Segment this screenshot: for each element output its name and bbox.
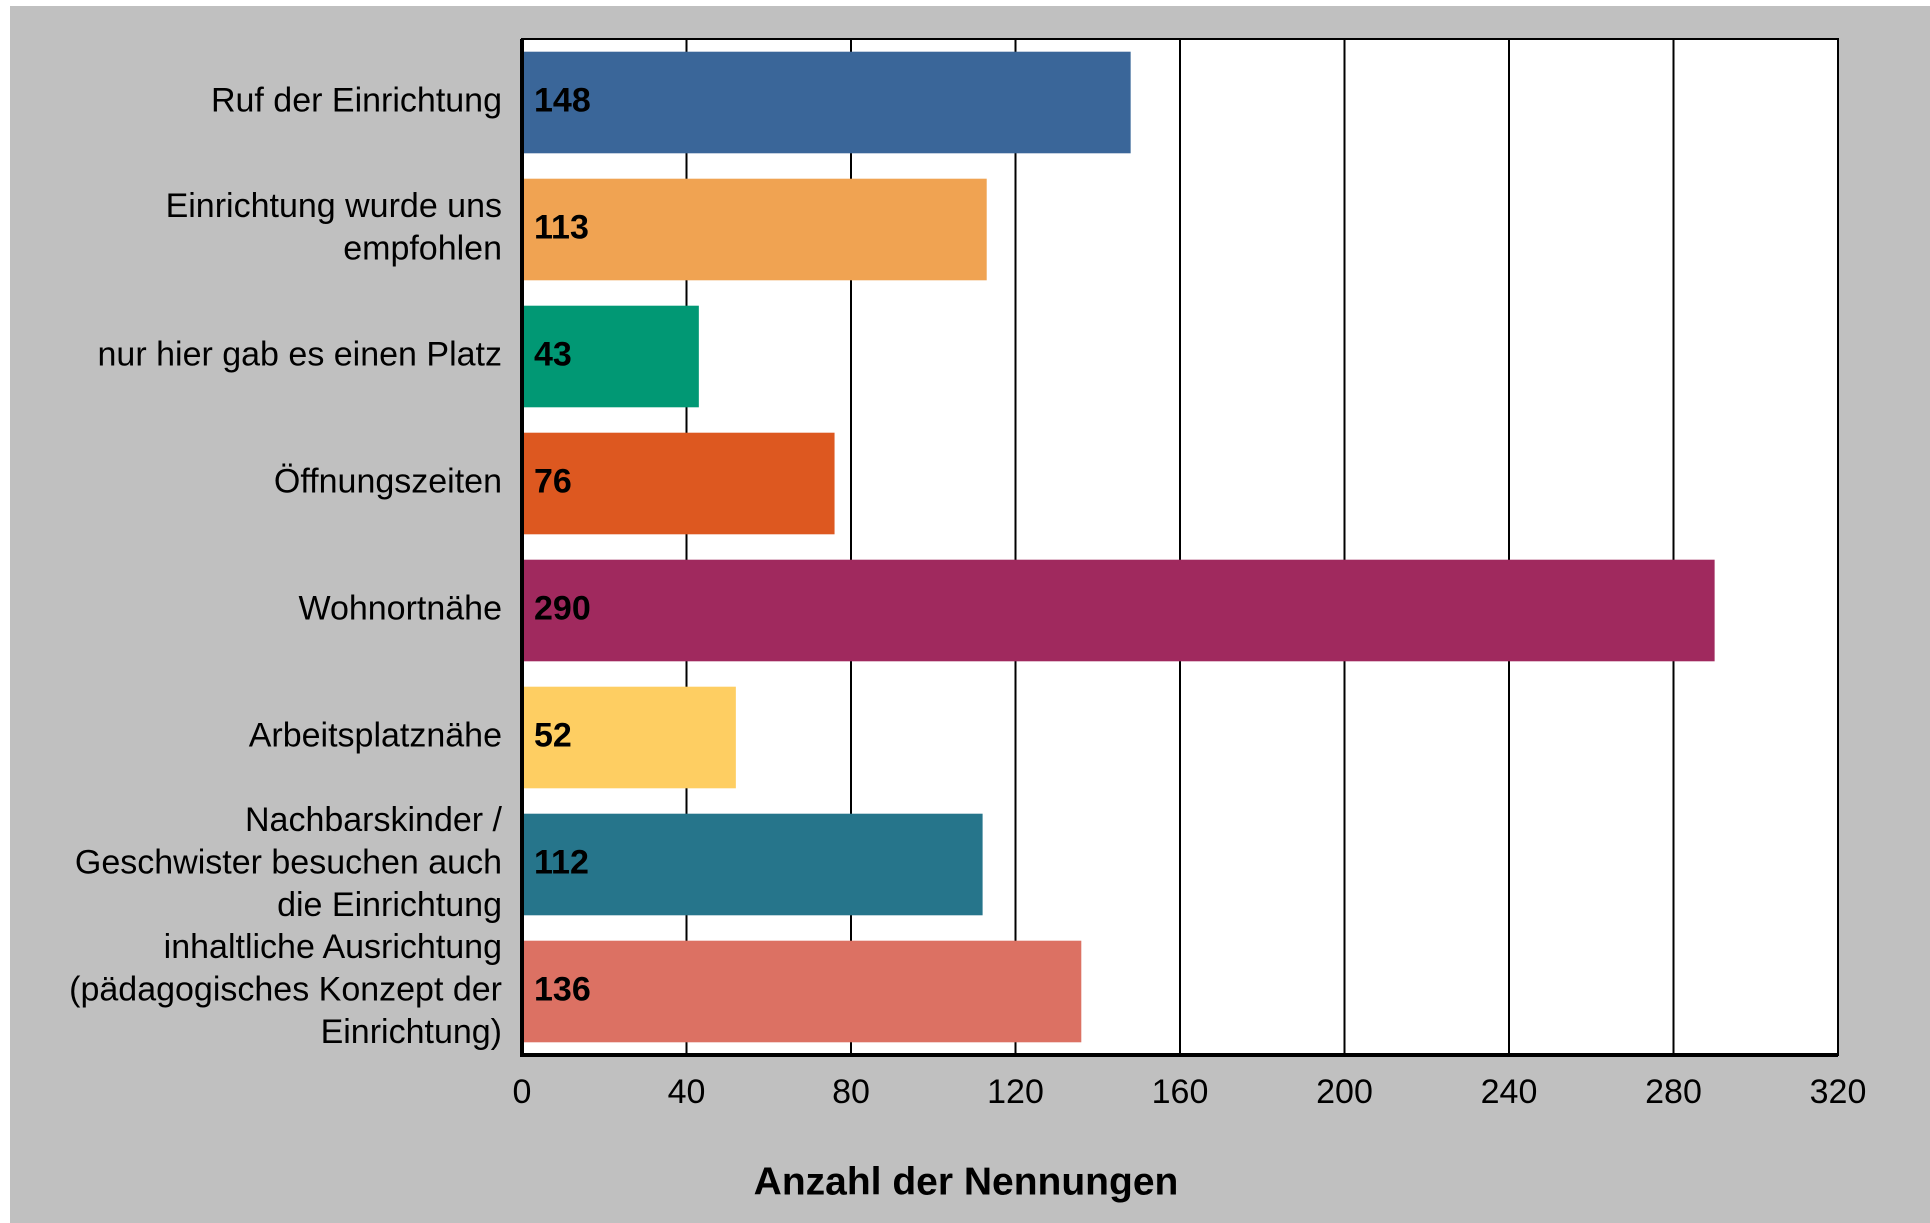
x-axis-title: Anzahl der Nennungen <box>754 1160 1179 1203</box>
value-label: 76 <box>534 462 572 500</box>
value-label: 136 <box>534 970 591 1008</box>
bar <box>522 305 699 408</box>
x-tick-label: 120 <box>987 1073 1044 1111</box>
x-tick-label: 320 <box>1810 1073 1867 1111</box>
x-tick-label: 160 <box>1152 1073 1209 1111</box>
bar <box>522 432 835 535</box>
value-label: 112 <box>534 843 589 881</box>
bar <box>522 51 1131 154</box>
x-tick-label: 280 <box>1645 1073 1702 1111</box>
bar <box>522 178 987 281</box>
bar <box>522 813 983 916</box>
bar <box>522 686 736 789</box>
y-tick-label: empfohlen <box>343 230 502 268</box>
y-tick-label: Einrichtung wurde uns <box>166 187 502 225</box>
bar <box>522 559 1715 662</box>
bar <box>522 940 1082 1043</box>
y-tick-label: Wohnortnähe <box>298 589 502 627</box>
y-tick-label: Öffnungszeiten <box>274 462 502 500</box>
value-label: 43 <box>534 335 572 373</box>
value-label: 290 <box>534 589 591 627</box>
y-tick-label: nur hier gab es einen Platz <box>98 335 502 373</box>
y-tick-label: Arbeitsplatznähe <box>249 716 502 754</box>
value-label: 52 <box>534 716 572 754</box>
y-tick-label: Nachbarskinder / <box>245 801 503 839</box>
value-label: 113 <box>534 208 589 246</box>
x-tick-label: 200 <box>1316 1073 1373 1111</box>
y-tick-label: (pädagogisches Konzept der <box>69 970 502 1008</box>
value-label: 148 <box>534 81 591 119</box>
y-tick-label: Einrichtung) <box>321 1013 502 1051</box>
x-tick-label: 80 <box>832 1073 870 1111</box>
y-tick-label: Ruf der Einrichtung <box>211 81 502 119</box>
x-tick-label: 240 <box>1481 1073 1538 1111</box>
y-tick-label: inhaltliche Ausrichtung <box>164 928 502 966</box>
y-tick-label: die Einrichtung <box>277 886 502 924</box>
y-tick-label: Geschwister besuchen auch <box>75 843 502 881</box>
x-tick-label: 0 <box>513 1073 532 1111</box>
x-tick-label: 40 <box>668 1073 706 1111</box>
